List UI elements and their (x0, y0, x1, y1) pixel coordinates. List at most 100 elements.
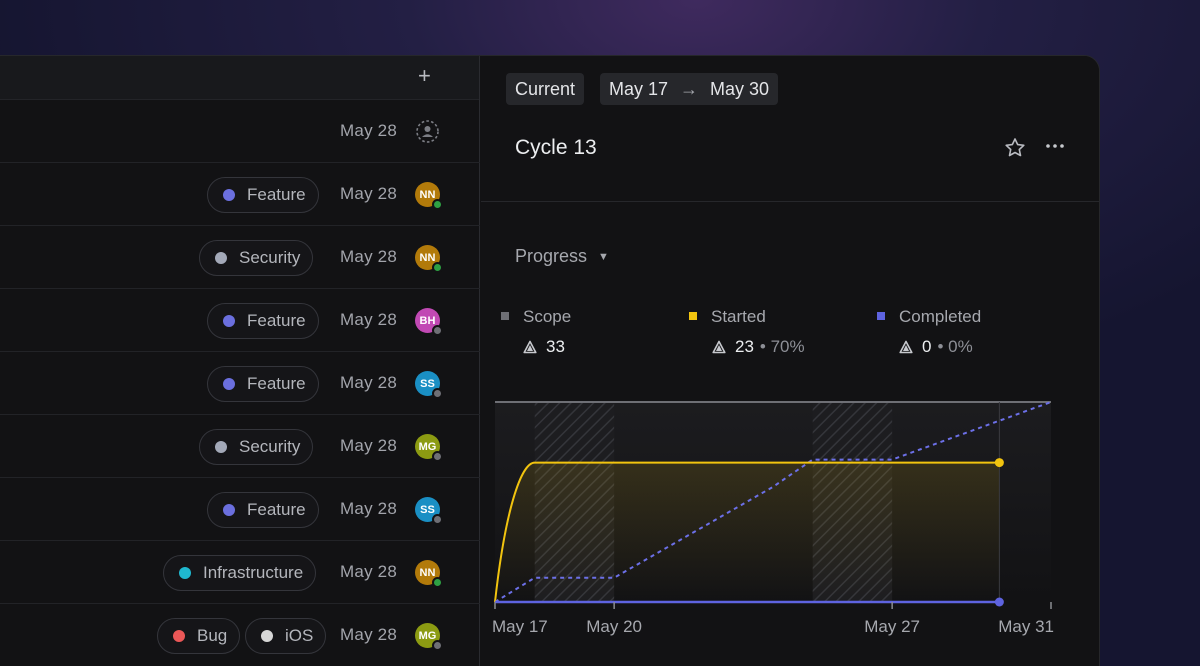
label-chip[interactable]: Infrastructure (163, 555, 317, 591)
label-name: Bug (197, 626, 228, 645)
estimate-icon (523, 340, 537, 354)
avatar[interactable]: SS (415, 497, 443, 525)
avatar[interactable]: MG (415, 623, 443, 651)
avatar[interactable]: NN (415, 560, 443, 588)
x-tick-label: May 27 (864, 617, 920, 636)
legend-percent: • 0% (937, 337, 973, 356)
due-date: May 28 (340, 373, 397, 392)
label-chip[interactable]: Feature (207, 177, 319, 213)
presence-status-icon (432, 640, 443, 651)
avatar[interactable]: SS (415, 371, 443, 399)
completed-end-point (994, 597, 1004, 607)
issue-row[interactable]: May 28 Feature NN (0, 163, 480, 226)
label-chip[interactable]: Security (199, 240, 314, 276)
legend-number: 33 (546, 337, 565, 356)
presence-status-icon (432, 451, 443, 462)
x-tick-label: May 20 (586, 617, 642, 636)
label-chip[interactable]: Security (199, 429, 314, 465)
app-window: + May 28 May 28 Feature NN May 28 Security NN M… (0, 55, 1100, 666)
label-chip[interactable]: Feature (207, 366, 319, 402)
label-dot-icon (215, 252, 227, 264)
add-issue-button[interactable]: + (418, 63, 431, 88)
label-dot-icon (173, 630, 185, 642)
legend-name: Completed (899, 307, 982, 326)
avatar-initials: SS (420, 503, 435, 516)
legend-value: 33 (523, 337, 565, 357)
header-divider (481, 201, 1099, 202)
cycle-date-range[interactable]: May 17 → May 30 (600, 73, 779, 105)
arrow-right-icon: → (680, 78, 699, 99)
presence-status-icon (432, 388, 443, 399)
due-date: May 28 (340, 310, 397, 329)
presence-status-icon (432, 325, 443, 336)
legend-started: Started (689, 307, 766, 327)
label-name: Infrastructure (203, 563, 304, 582)
current-label: Current (515, 78, 576, 99)
due-date: May 28 (340, 625, 397, 644)
legend-square-icon (689, 312, 697, 320)
label-dot-icon (261, 630, 273, 642)
more-options-button[interactable] (1043, 136, 1067, 160)
range-start: May 17 (609, 78, 669, 99)
cycle-panel: Current May 17 → May 30 Cycle 13 Progres… (481, 56, 1099, 666)
avatar[interactable]: MG (415, 434, 443, 462)
presence-status-icon (432, 199, 443, 210)
avatar-initials: BH (419, 314, 436, 327)
issue-row[interactable]: May 28 iOS Bug MG (0, 604, 480, 666)
label-dot-icon (179, 567, 191, 579)
issue-row[interactable]: May 28 Security NN (0, 226, 480, 289)
legend-name: Started (711, 307, 766, 326)
presence-status-icon (432, 577, 443, 588)
current-cycle-tag[interactable]: Current (506, 73, 585, 105)
avatar-initials: MG (418, 440, 437, 453)
legend-completed: Completed (877, 307, 981, 327)
avatar[interactable]: NN (415, 245, 443, 273)
issue-row[interactable]: May 28 Feature SS (0, 478, 480, 541)
label-name: Security (239, 437, 301, 456)
due-date: May 28 (340, 436, 397, 455)
avatar-initials: SS (420, 377, 435, 390)
avatar-initials: MG (418, 629, 437, 642)
label-dot-icon (223, 315, 235, 327)
caret-down-icon: ▼ (598, 251, 609, 263)
issue-row[interactable]: May 28 Feature SS (0, 352, 480, 415)
x-tick-label: May 17 (492, 617, 548, 636)
label-name: iOS (285, 626, 314, 645)
label-chip[interactable]: Feature (207, 492, 319, 528)
issue-list-header: + (0, 56, 479, 100)
favorite-button[interactable] (1003, 136, 1027, 160)
due-date: May 28 (340, 562, 397, 581)
issue-row[interactable]: May 28 Feature BH (0, 289, 480, 352)
range-end: May 30 (710, 78, 770, 99)
label-chip[interactable]: Bug (157, 618, 241, 654)
label-dot-icon (215, 441, 227, 453)
issue-row[interactable]: May 28 (0, 100, 480, 163)
estimate-icon (712, 340, 726, 354)
started-end-point (994, 458, 1004, 468)
legend-number: 0 (922, 337, 932, 356)
issue-row[interactable]: May 28 Infrastructure NN (0, 541, 480, 604)
presence-status-icon (432, 514, 443, 525)
label-chip[interactable]: Feature (207, 303, 319, 339)
label-chip[interactable]: iOS (245, 618, 327, 654)
due-date: May 28 (340, 247, 397, 266)
label-name: Feature (247, 185, 306, 204)
issue-list-panel: + May 28 May 28 Feature NN May 28 Security NN M… (0, 56, 480, 666)
estimate-icon (899, 340, 913, 354)
label-name: Feature (247, 311, 306, 330)
avatar[interactable]: NN (415, 182, 443, 210)
avatar[interactable]: BH (415, 308, 443, 336)
legend-square-icon (501, 312, 509, 320)
due-date: May 28 (340, 184, 397, 203)
presence-status-icon (432, 262, 443, 273)
legend-square-icon (877, 312, 885, 320)
progress-dropdown[interactable]: Progress ▼ (515, 246, 609, 267)
issue-row[interactable]: May 28 Security MG (0, 415, 480, 478)
label-dot-icon (223, 378, 235, 390)
avatar-initials: NN (419, 251, 436, 264)
star-icon (1005, 138, 1025, 157)
legend-value: 23 • 70% (712, 337, 805, 357)
started-area (495, 462, 1000, 602)
unassigned-user-icon[interactable] (415, 119, 440, 144)
cycle-title: Cycle 13 (515, 136, 597, 159)
